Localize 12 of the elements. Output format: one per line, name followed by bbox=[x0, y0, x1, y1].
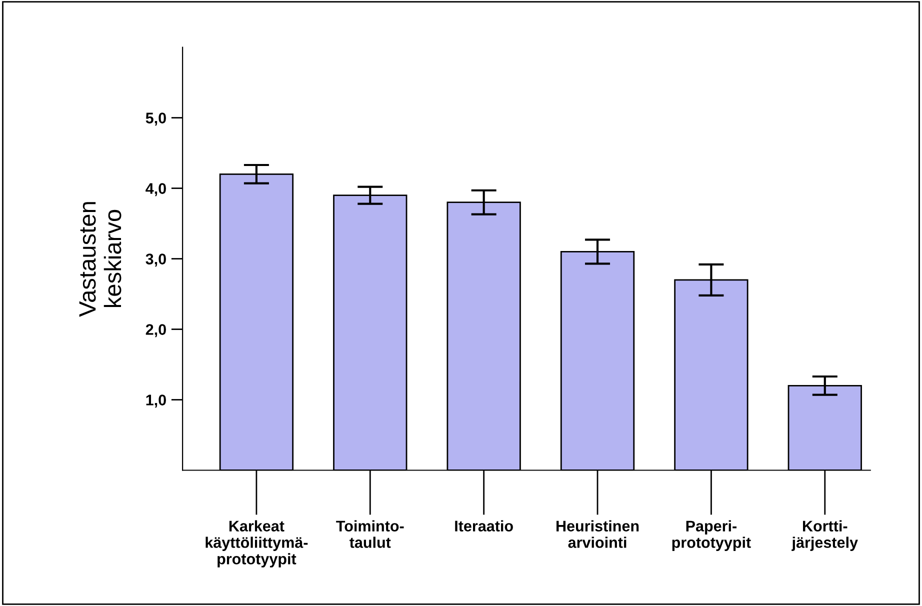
y-tick-label: 5,0 bbox=[146, 112, 166, 126]
x-tick-label: Toiminto- taulut bbox=[336, 520, 404, 548]
y-tick-label: 3,0 bbox=[146, 254, 166, 267]
y-axis-title: Vastausten keskiarvo bbox=[79, 202, 122, 317]
x-tick-label: Kortti- järjestely bbox=[792, 520, 858, 551]
x-tick-label: Heuristinen arviointi bbox=[556, 520, 639, 548]
x-tick-label: Iteraatio bbox=[455, 520, 513, 532]
y-tick-label: 2,0 bbox=[146, 324, 166, 338]
y-tick-label: 1,0 bbox=[146, 394, 166, 408]
x-tick-label: Paperi- prototyypit bbox=[672, 520, 751, 551]
y-tick-label: 4,0 bbox=[146, 183, 166, 196]
x-tick-label: Karkeat käyttöliittymä- prototyypit bbox=[206, 520, 308, 568]
